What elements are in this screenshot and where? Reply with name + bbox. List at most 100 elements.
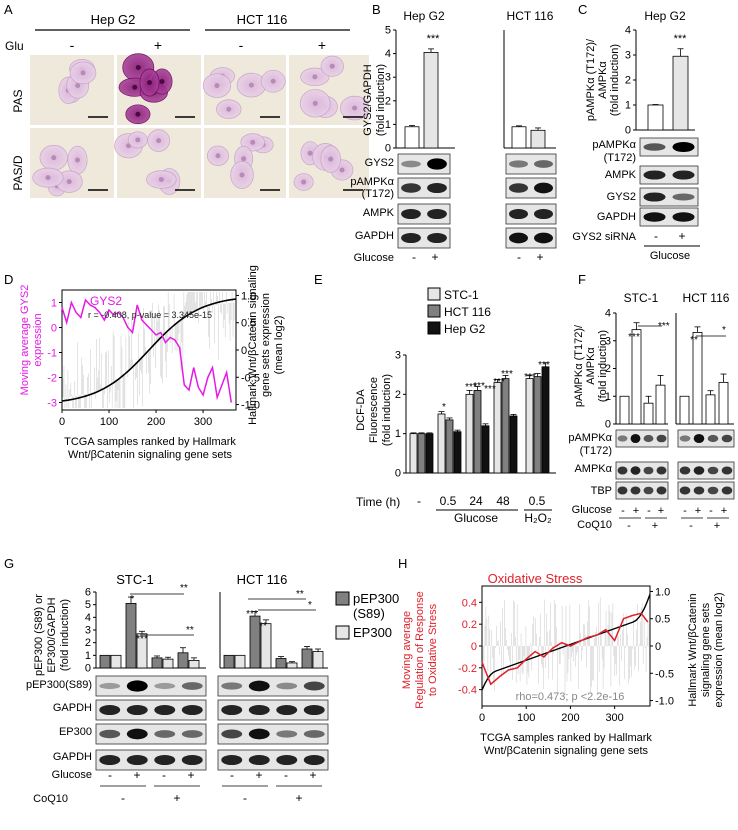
sign-label: +	[295, 791, 302, 805]
sign-label: +	[633, 505, 639, 517]
cell-nucleus	[147, 80, 153, 86]
group-label-hepg2: Hep G2	[403, 9, 445, 23]
y-axis-label: (fold induction)	[381, 374, 393, 446]
panel-f: F STC-1 HCT 116 pAMPKα (T172)/ AMPKα (fo…	[568, 272, 735, 532]
group-label-stc1: STC-1	[624, 291, 659, 305]
x-tick-label: 300	[194, 416, 212, 428]
blot-label: pEP300(S89)	[26, 679, 92, 691]
blot-band	[693, 486, 705, 495]
legend-label: STC-1	[444, 288, 479, 302]
x-tick-label: 200	[147, 416, 165, 428]
sign-label: -	[230, 768, 234, 782]
blot-strip	[615, 481, 669, 500]
bar	[404, 126, 420, 149]
blot-band	[693, 433, 705, 444]
bar	[177, 652, 189, 669]
blot-band	[672, 141, 695, 153]
blot-band	[126, 704, 148, 716]
x-tick-label: 0.5	[440, 494, 457, 508]
y-tick-label: 2	[85, 637, 91, 649]
blot-band	[679, 466, 691, 475]
blot-label: AMPK	[605, 169, 637, 181]
y-tick-label-right: -0.5	[241, 372, 260, 384]
blot-band	[643, 170, 666, 180]
cell-nucleus	[250, 139, 256, 145]
y-axis-label-right: gene sets expression	[260, 293, 272, 397]
sign-label: +	[187, 768, 194, 782]
cell-nucleus	[301, 179, 307, 185]
sign-label: +	[658, 505, 664, 517]
series-label: GYS2	[90, 294, 122, 308]
y-axis-label-right: expression (mean log2)	[713, 593, 725, 708]
legend: STC-1 HCT 116 Hep G2	[427, 287, 491, 336]
y-ticks: 0 1 2 3 4 5	[385, 25, 396, 155]
x-axis-label: TCGA samples ranked by Hallmark	[480, 732, 652, 744]
legend-label: (S89)	[353, 606, 385, 621]
group-label-hct116: HCT 116	[237, 572, 288, 587]
y-axis-label-right: (mean log2)	[273, 316, 285, 375]
y-axis-label-left: to Oxidative Stress	[427, 603, 439, 696]
bar	[162, 658, 174, 669]
blot-strip	[217, 749, 329, 771]
cell-nucleus	[339, 167, 345, 173]
treatment-label: Glucose	[454, 511, 498, 525]
cell-nucleus	[135, 111, 141, 117]
y-tick-label: 3	[625, 50, 631, 62]
significance-label: **	[186, 625, 194, 636]
blot-label: pAMPKα	[350, 176, 394, 188]
y-tick-label-left: -3	[47, 398, 57, 410]
y-tick-label: 0	[385, 143, 391, 155]
blot-band	[672, 170, 695, 180]
bar	[705, 394, 716, 425]
western-blots	[639, 137, 699, 227]
bars: ******* ********* ******	[409, 360, 550, 474]
significance-label: **	[296, 589, 304, 600]
legend-label: HCT 116	[444, 305, 491, 319]
panel-letter-b: B	[372, 2, 381, 17]
blot-band	[630, 433, 641, 444]
panel-a: A Hep G2 HCT 116 Glu - + - + PAS PAS/D	[4, 2, 370, 198]
y-tick-label: 1	[395, 428, 401, 440]
group-label-stc1: STC-1	[116, 572, 154, 587]
y-ticks: 0 1 2 3 4	[605, 308, 616, 431]
y-tick-label: 5	[85, 599, 91, 611]
bar	[453, 431, 462, 474]
blot-band	[672, 193, 695, 201]
y-ticks: 0 1 2 3 4	[625, 25, 636, 137]
correlation-annotation: r = -0.408, p-value = 3.345e-15	[88, 310, 212, 320]
y-axis-label: (fold induction)	[375, 64, 387, 136]
group-label-hct116: HCT 116	[507, 9, 554, 23]
y-tick-label: 2	[625, 75, 631, 87]
y-tick-label-right: 0.5	[655, 614, 670, 626]
significance-label: ***	[465, 382, 477, 393]
bar	[473, 389, 482, 474]
y-axis-label-left: expression	[32, 313, 44, 366]
sign-label: -	[647, 505, 651, 517]
blot-band	[534, 232, 553, 244]
blot-band	[630, 486, 641, 495]
panel-e: E STC-1 HCT 116 Hep G2 DCF-DA Fluorescence…	[314, 272, 556, 525]
y-axis-label: pAMPKα (T172)/	[585, 38, 597, 121]
legend-swatch	[427, 304, 441, 318]
treatment-label: H₂O₂	[524, 511, 552, 525]
y-axis-label-right: Hallmark Wnt/βCatenin	[687, 593, 699, 706]
western-blots	[397, 153, 557, 249]
blot-label: (T172)	[580, 445, 612, 457]
cell-nucleus	[226, 106, 232, 112]
cell-nucleus	[312, 74, 318, 80]
cell-nucleus	[66, 179, 72, 185]
panel-letter-e: E	[314, 272, 323, 287]
panel-letter-d: D	[4, 272, 13, 287]
bars	[404, 48, 546, 149]
sign-label: -	[243, 791, 247, 805]
significance-label: ***	[538, 360, 550, 371]
western-blots	[615, 429, 735, 500]
blot-band	[248, 728, 270, 740]
significance-label: ***	[136, 634, 148, 645]
y-tick-label: 4	[85, 612, 91, 624]
y-tick-label: 6	[85, 587, 91, 599]
blot-band	[630, 466, 641, 475]
bar	[718, 381, 729, 425]
sign-label: +	[431, 250, 438, 264]
